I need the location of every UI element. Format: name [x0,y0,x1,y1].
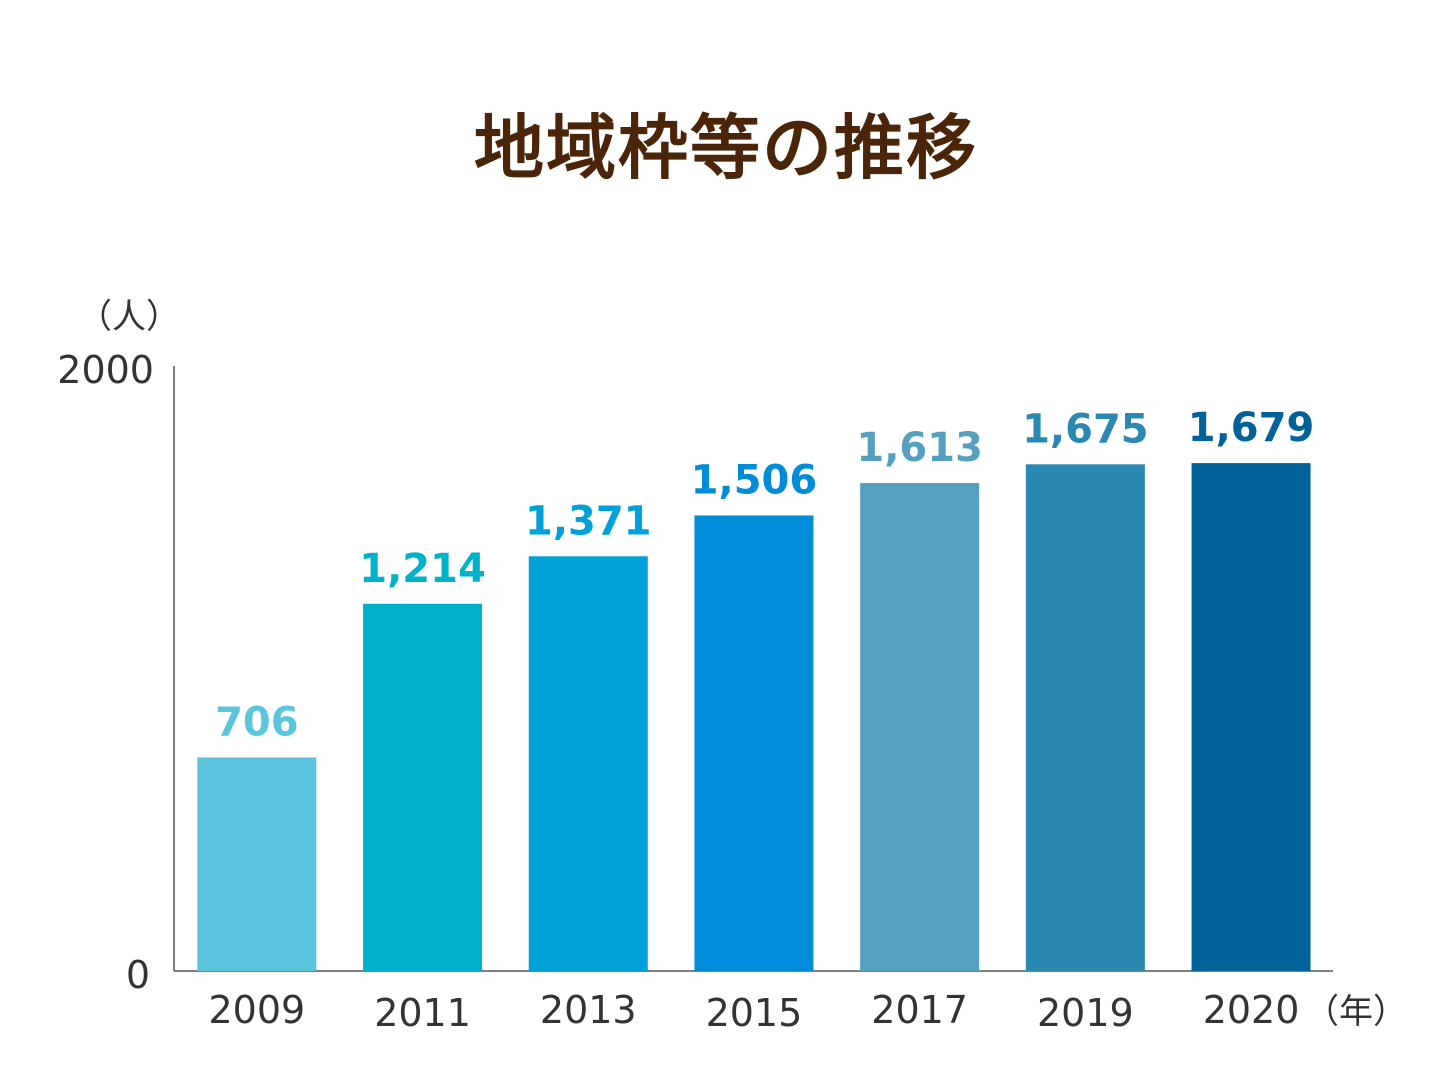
y-tick-label: 0 [126,953,150,997]
x-tick-label: 2019 [1037,991,1134,1035]
x-tick-label: 2009 [208,988,305,1032]
x-tick-label: 2015 [706,991,803,1035]
y-tick-label: 2000 [57,348,154,392]
bar-2011 [363,603,483,971]
x-tick-label: 2017 [871,988,968,1032]
bar-value-label: 1,506 [691,457,818,503]
bar-2019 [1025,464,1145,971]
bar-2009 [197,757,317,971]
x-tick-labels-group: 2009 2011 2013 2015 2017 2019 2020 [208,988,1299,1035]
x-tick-label: 2013 [540,988,637,1032]
bar-2017 [860,483,980,971]
bar-value-label: 1,371 [525,498,652,544]
bar-value-label: 1,214 [359,546,486,592]
x-tick-label: 2020 [1203,988,1300,1032]
bar-2013 [528,556,648,971]
value-labels-group: 706 1,214 1,371 1,506 1,613 1,675 1,679 [215,405,1314,745]
chart-title: 地域枠等の推移 [474,107,978,189]
bars-group [197,463,1311,971]
bar-value-label: 1,613 [856,425,983,471]
bar-value-label: 1,675 [1022,406,1149,452]
bar-value-label: 1,679 [1188,405,1315,451]
y-axis-unit-label: （人） [78,297,180,337]
bar-2015 [694,515,814,971]
x-tick-label: 2011 [374,991,471,1035]
x-axis-unit-label: （年） [1305,992,1407,1032]
bar-2020 [1191,463,1311,971]
bar-value-label: 706 [215,699,299,745]
